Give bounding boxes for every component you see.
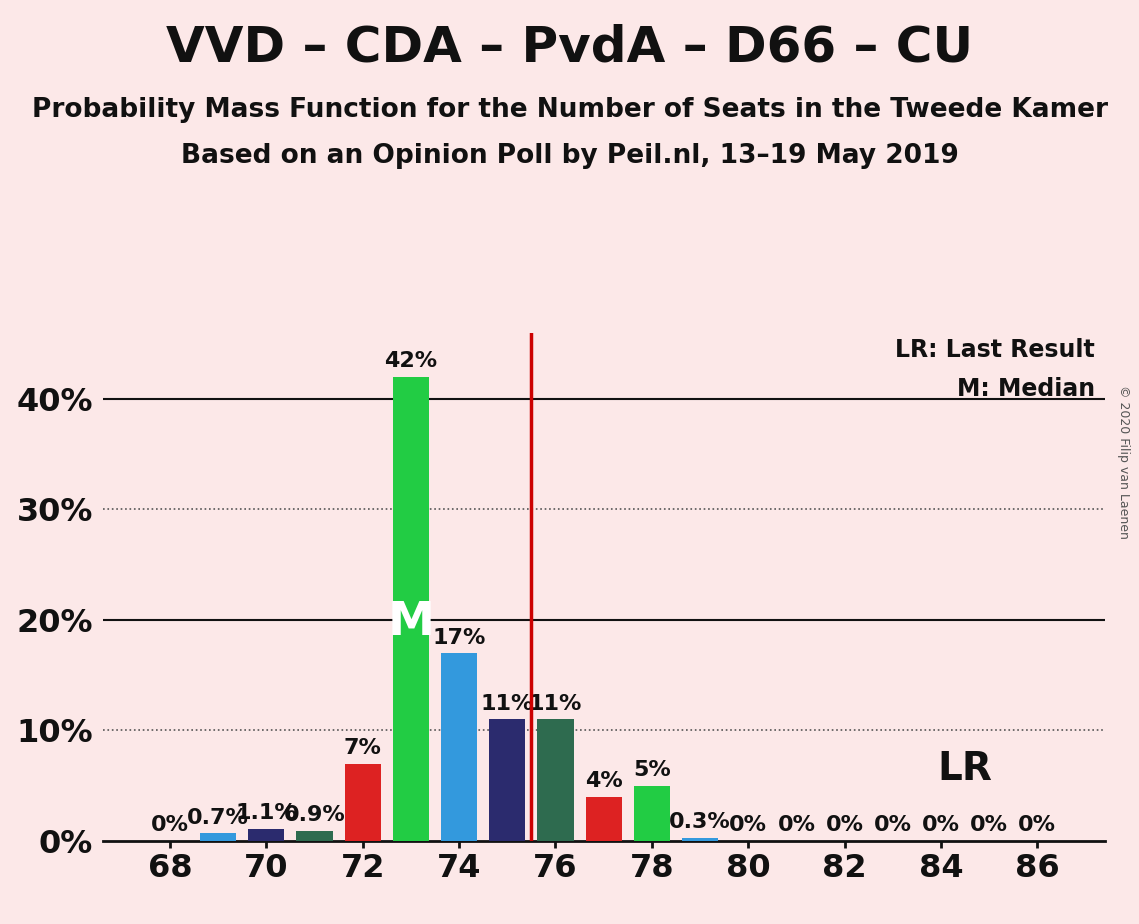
Bar — [538, 719, 574, 841]
Text: 4%: 4% — [584, 772, 623, 791]
Bar — [345, 763, 380, 841]
Text: 1.1%: 1.1% — [236, 803, 297, 823]
Text: 0%: 0% — [729, 815, 768, 835]
Text: 0%: 0% — [1018, 815, 1056, 835]
Text: 42%: 42% — [384, 351, 437, 371]
Text: 11%: 11% — [481, 694, 534, 713]
Bar — [585, 796, 622, 841]
Text: 0.3%: 0.3% — [670, 812, 731, 832]
Text: 0.7%: 0.7% — [187, 808, 249, 828]
Text: 0%: 0% — [151, 815, 189, 835]
Bar — [248, 829, 285, 841]
Text: 0%: 0% — [874, 815, 912, 835]
Bar — [296, 831, 333, 841]
Bar — [682, 837, 718, 841]
Bar — [393, 377, 429, 841]
Text: 0%: 0% — [921, 815, 960, 835]
Text: LR: Last Result: LR: Last Result — [895, 338, 1096, 362]
Text: VVD – CDA – PvdA – D66 – CU: VVD – CDA – PvdA – D66 – CU — [166, 23, 973, 71]
Text: © 2020 Filip van Laenen: © 2020 Filip van Laenen — [1117, 385, 1130, 539]
Bar — [200, 833, 236, 841]
Bar — [490, 719, 525, 841]
Text: 7%: 7% — [344, 738, 382, 758]
Text: Probability Mass Function for the Number of Seats in the Tweede Kamer: Probability Mass Function for the Number… — [32, 97, 1107, 123]
Text: 0%: 0% — [778, 815, 816, 835]
Text: 5%: 5% — [633, 760, 671, 780]
Text: 0%: 0% — [970, 815, 1008, 835]
Text: 0%: 0% — [826, 815, 863, 835]
Text: M: Median: M: Median — [957, 377, 1096, 401]
Text: LR: LR — [937, 750, 992, 788]
Bar — [633, 785, 670, 841]
Text: M: M — [387, 601, 434, 645]
Bar — [441, 653, 477, 841]
Text: 17%: 17% — [433, 627, 486, 648]
Text: Based on an Opinion Poll by Peil.nl, 13–19 May 2019: Based on an Opinion Poll by Peil.nl, 13–… — [181, 143, 958, 169]
Text: 0.9%: 0.9% — [284, 806, 345, 825]
Text: 11%: 11% — [528, 694, 582, 713]
